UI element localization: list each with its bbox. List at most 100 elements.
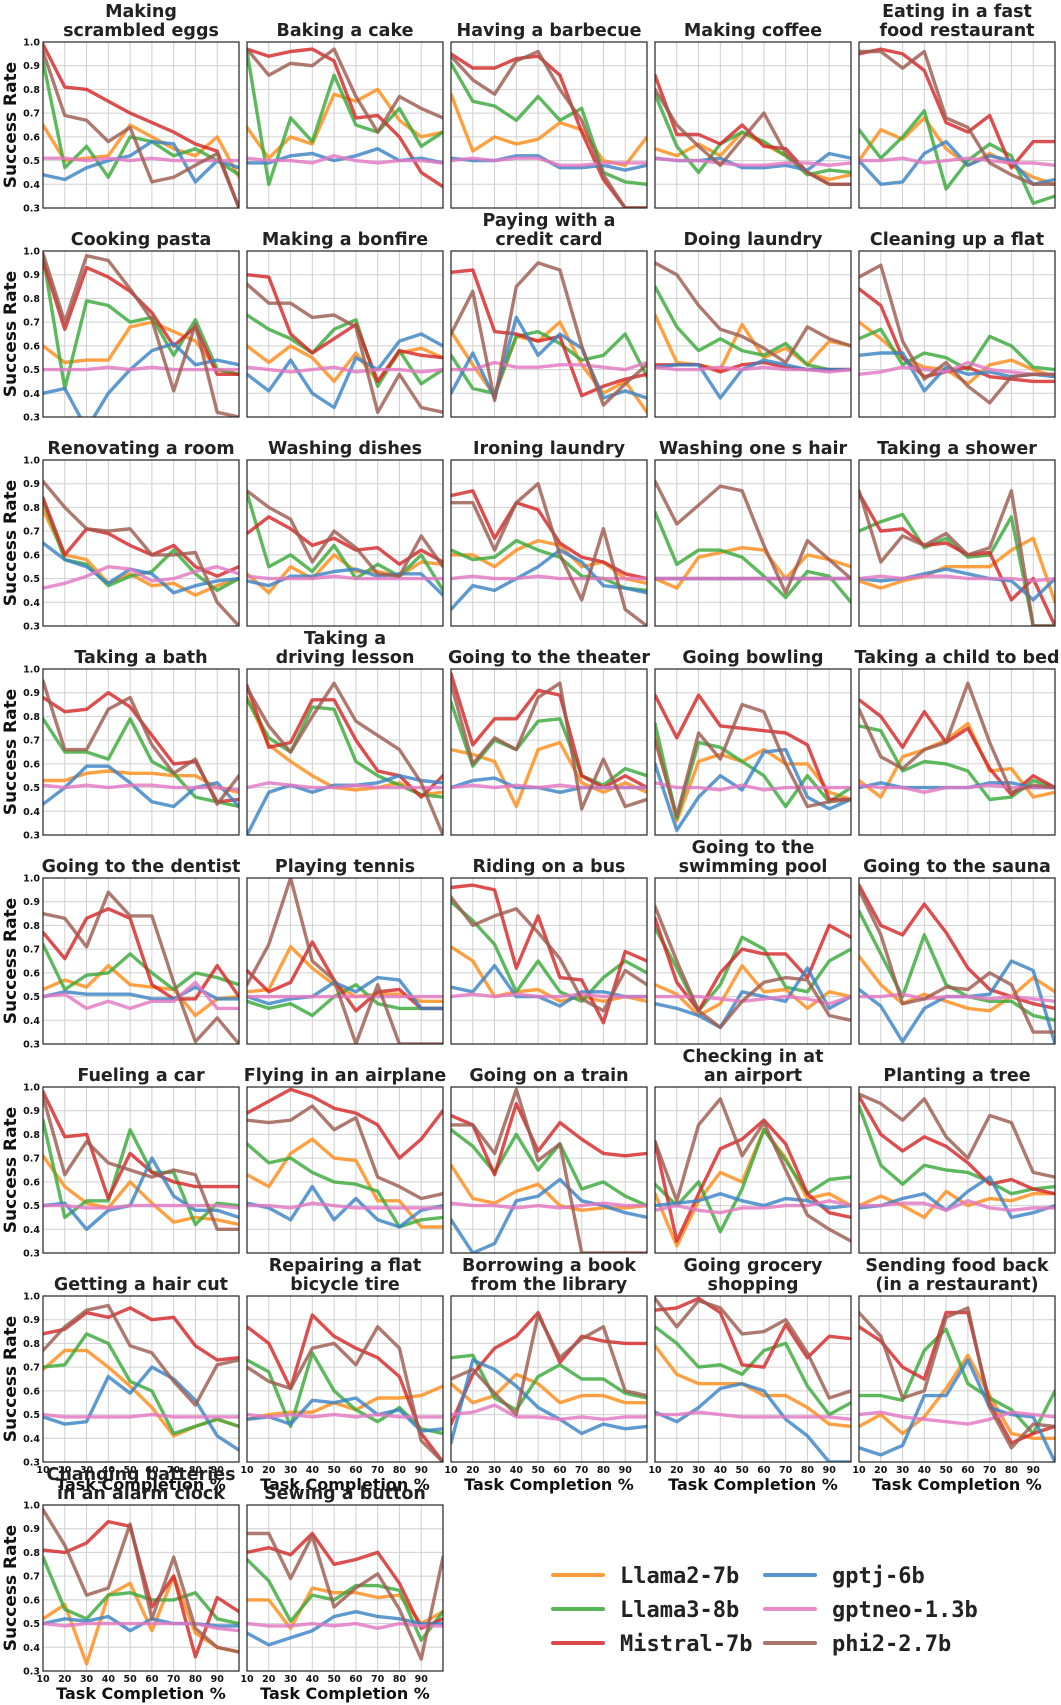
line-gptneo-1-3b: [859, 156, 1055, 168]
line-phi2-2-7b: [43, 479, 239, 626]
y-axis-label: Success Rate: [1, 271, 21, 397]
panel-title: Going to the sauna: [863, 857, 1051, 877]
line-llama3-8b: [655, 510, 851, 604]
plot-frame: [450, 250, 648, 418]
plot-frame: [42, 1086, 240, 1254]
panel-going-on-a-train: Going on a train: [450, 1066, 648, 1254]
panel-title-line: Changing batteries: [46, 1465, 235, 1485]
x-axis-label: Task Completion %: [56, 1684, 226, 1703]
line-phi2-2-7b: [859, 49, 1055, 187]
line-phi2-2-7b: [451, 261, 647, 407]
line-gptneo-1-3b: [43, 565, 239, 590]
y-tick-label: 0.7: [23, 945, 40, 956]
x-tick-label: 50: [531, 1465, 545, 1476]
y-axis-label: Success Rate: [1, 480, 21, 606]
line-llama2-7b: [655, 733, 851, 823]
line-mistral-7b: [451, 1101, 647, 1177]
y-tick-label: 0.8: [23, 294, 40, 305]
x-axis-label: Task Completion %: [668, 1475, 838, 1494]
line-phi2-2-7b: [247, 47, 443, 134]
series-lines: [655, 904, 851, 1030]
line-gptneo-1-3b: [43, 1621, 239, 1633]
plot-frame: [858, 250, 1056, 418]
line-mistral-7b: [43, 907, 239, 1001]
x-tick-label: 50: [327, 1674, 341, 1685]
plot-frame: [450, 1086, 648, 1254]
panel-paying-with-a-credit-card: Paying with a credit card: [450, 211, 648, 418]
line-gptneo-1-3b: [859, 574, 1055, 583]
line-gptneo-1-3b: [247, 154, 443, 165]
plot-frame: [654, 459, 852, 627]
panel-title: Taking a child to bed: [855, 648, 1060, 668]
plot-area: [247, 1296, 443, 1462]
x-tick-label: 10: [852, 1465, 866, 1476]
plot-frame: [654, 1295, 852, 1463]
panel-riding-on-a-bus: Riding on a bus: [450, 857, 648, 1045]
line-gptj-6b: [859, 567, 1055, 602]
panel-title: Checking in at an airport: [683, 1047, 824, 1086]
line-gptneo-1-3b: [247, 574, 443, 581]
panel-title: Taking a bath: [74, 648, 207, 668]
panel-title-line: Going bowling: [682, 648, 823, 668]
legend-label: Llama2-7b: [620, 1564, 739, 1589]
legend: Llama2-7b Llama3-8b Mistral-7b gptj-6b gptne…: [551, 1564, 978, 1657]
series-lines: [247, 1313, 443, 1462]
line-gptneo-1-3b: [247, 1621, 443, 1631]
line-phi2-2-7b: [451, 1313, 647, 1417]
y-tick-label: 0.7: [23, 736, 40, 747]
series-lines: [247, 1531, 443, 1661]
plot-frame: [858, 668, 1056, 836]
line-phi2-2-7b: [247, 489, 443, 578]
line-phi2-2-7b: [451, 1087, 647, 1253]
panel-title-line: Cooking pasta: [71, 230, 212, 250]
line-llama2-7b: [247, 1137, 443, 1229]
y-tick-label: 1.0: [23, 247, 40, 258]
line-phi2-2-7b: [247, 282, 443, 414]
panel-title: Planting a tree: [883, 1066, 1030, 1086]
panel-title-line: Renovating a room: [47, 439, 234, 459]
y-tick-label: 0.7: [23, 527, 40, 538]
line-mistral-7b: [247, 273, 443, 384]
line-phi2-2-7b: [859, 888, 1055, 1034]
line-mistral-7b: [247, 1087, 443, 1160]
plot-frame: [654, 668, 852, 836]
line-gptneo-1-3b: [451, 360, 647, 372]
x-tick-label: 60: [349, 1465, 363, 1476]
line-phi2-2-7b: [655, 87, 851, 187]
panel-title-line: Making coffee: [684, 21, 822, 41]
panel-title-line: Washing dishes: [268, 439, 422, 459]
line-gptneo-1-3b: [859, 992, 1055, 1003]
panel-title-line: (in a restaurant): [875, 1275, 1038, 1295]
panel-making-a-bonfire: Making a bonfire: [246, 230, 444, 418]
y-axis-label: Success Rate: [1, 1525, 21, 1651]
panel-sending-food-back-in-a-restaurant: Sending food back (in a restaurant) 10 20 30…: [852, 1256, 1056, 1494]
y-tick-label: 0.3: [23, 1667, 40, 1678]
line-mistral-7b: [43, 1089, 239, 1201]
series-lines: [43, 251, 239, 417]
panel-title: Washing one s hair: [659, 439, 848, 459]
panel-title-line: Going on a train: [469, 1066, 628, 1086]
line-gptj-6b: [247, 1184, 443, 1229]
line-llama3-8b: [43, 1332, 239, 1436]
line-phi2-2-7b: [451, 681, 647, 811]
series-lines: [859, 883, 1055, 1044]
panel-taking-a-driving-lesson: Taking a driving lesson: [246, 629, 444, 836]
plot-frame: [246, 877, 444, 1045]
y-tick-label: 0.4: [23, 389, 40, 400]
y-tick-label: 0.4: [23, 598, 40, 609]
x-tick-label: 10: [36, 1674, 50, 1685]
panel-title-line: Flying in an airplane: [244, 1066, 447, 1086]
plot-area: [43, 251, 239, 417]
y-tick-label: 1.0: [23, 1501, 40, 1512]
panel-title-line: food restaurant: [879, 21, 1034, 41]
plot-area: [859, 669, 1055, 835]
x-tick-label: 40: [918, 1465, 932, 1476]
panel-title-line: Paying with a: [482, 211, 615, 231]
panel-title-line: Taking a child to bed: [855, 648, 1060, 668]
line-gptneo-1-3b: [655, 1199, 851, 1215]
panel-title: Going grocery shopping: [684, 1256, 824, 1295]
line-gptneo-1-3b: [451, 992, 647, 999]
line-gptneo-1-3b: [451, 1201, 647, 1210]
line-phi2-2-7b: [247, 1325, 443, 1462]
